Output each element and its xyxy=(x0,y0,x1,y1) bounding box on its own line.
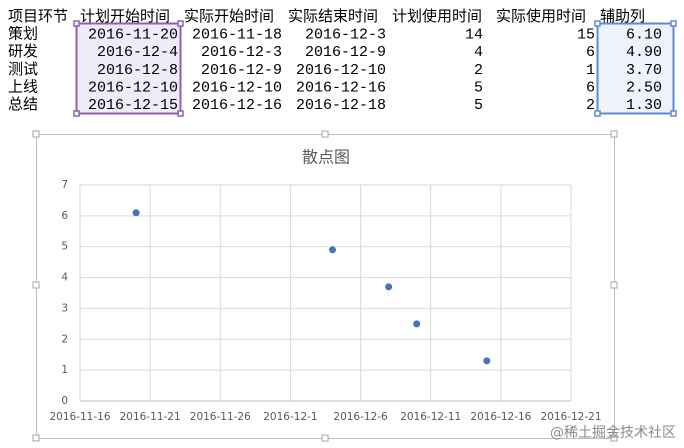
y-tick-label: 0 xyxy=(61,395,68,407)
cell: 2016-12-16 xyxy=(192,97,282,114)
cell: 2016-12-9 xyxy=(305,44,386,61)
x-tick-label: 2016-11-21 xyxy=(120,411,181,423)
selection-range xyxy=(75,22,182,115)
y-tick-label: 5 xyxy=(61,241,68,253)
header-cell: 实际开始时间 xyxy=(184,8,274,26)
y-tick-label: 7 xyxy=(61,179,68,191)
range-handles xyxy=(73,20,677,117)
x-tick-label: 2016-12-11 xyxy=(400,411,461,423)
cell: 2 xyxy=(586,97,595,114)
cell: 2016-12-9 xyxy=(201,62,282,79)
cell: 2016-12-18 xyxy=(296,97,386,114)
cell: 1.30 xyxy=(626,97,662,114)
header-cell: 计划使用时间 xyxy=(392,8,482,26)
cell: 策划 xyxy=(8,26,38,44)
x-tick-label: 2016-11-26 xyxy=(190,411,251,423)
header-cell: 辅助列 xyxy=(600,8,645,26)
cell: 3.70 xyxy=(626,62,662,79)
cell: 15 xyxy=(577,27,595,44)
cell: 2 xyxy=(474,62,483,79)
header-cell: 计划开始时间 xyxy=(80,8,170,26)
y-tick-label: 6 xyxy=(61,210,68,222)
cell: 2016-12-16 xyxy=(296,79,386,96)
cell: 2016-12-10 xyxy=(88,79,178,96)
y-tick-label: 2 xyxy=(61,333,68,345)
cell: 研发 xyxy=(8,43,38,61)
y-tick-label: 4 xyxy=(61,272,68,284)
cell: 14 xyxy=(465,27,483,44)
header-cell: 实际结束时间 xyxy=(288,8,378,26)
cell: 总结 xyxy=(8,96,38,114)
chart-frame[interactable] xyxy=(36,134,615,439)
cell: 2016-12-10 xyxy=(192,79,282,96)
chart-title: 散点图 xyxy=(302,148,350,167)
y-tick-label: 3 xyxy=(61,302,68,314)
cell: 上线 xyxy=(8,78,38,96)
cell: 5 xyxy=(474,97,483,114)
cell: 5 xyxy=(474,79,483,96)
point xyxy=(385,283,393,291)
cell: 2016-12-8 xyxy=(97,62,178,79)
y-tick-label: 1 xyxy=(61,364,68,376)
cell: 2016-11-18 xyxy=(192,27,282,44)
cell: 测试 xyxy=(8,61,38,79)
cell: 2.50 xyxy=(626,79,662,96)
x-tick-label: 2016-11-16 xyxy=(49,411,110,423)
x-tick-label: 2016-12-1 xyxy=(263,411,317,423)
cell: 2016-12-3 xyxy=(305,27,386,44)
cell: 6 xyxy=(586,79,595,96)
cell: 1 xyxy=(586,62,595,79)
x-tick-label: 2016-12-16 xyxy=(470,411,531,423)
x-tick-label: 2016-12-6 xyxy=(333,411,388,423)
header-cell: 项目环节 xyxy=(8,8,68,26)
cell: 4 xyxy=(474,44,483,61)
cell: 2016-11-20 xyxy=(88,27,178,44)
cell: 2016-12-15 xyxy=(88,97,178,114)
point xyxy=(132,209,140,217)
chart-handles xyxy=(32,130,618,442)
cell: 2016-12-4 xyxy=(97,44,178,61)
x-tick-label: 2016-12-21 xyxy=(540,411,601,423)
watermark: @稀土掘金技术社区 xyxy=(550,425,676,441)
header-cell: 实际使用时间 xyxy=(496,8,586,26)
cell: 6 xyxy=(586,44,595,61)
chart: 散点图 0 1 2 3 4 5 6 7 2016-11-16 2016-11-21 2016-11-… xyxy=(49,148,601,424)
cell: 6.10 xyxy=(626,27,662,44)
selection-range xyxy=(596,22,675,115)
cell: 2016-12-3 xyxy=(201,44,282,61)
point xyxy=(483,357,491,365)
point xyxy=(329,246,337,254)
cell: 4.90 xyxy=(626,44,662,61)
cell: 2016-12-10 xyxy=(296,62,386,79)
point xyxy=(413,320,421,328)
